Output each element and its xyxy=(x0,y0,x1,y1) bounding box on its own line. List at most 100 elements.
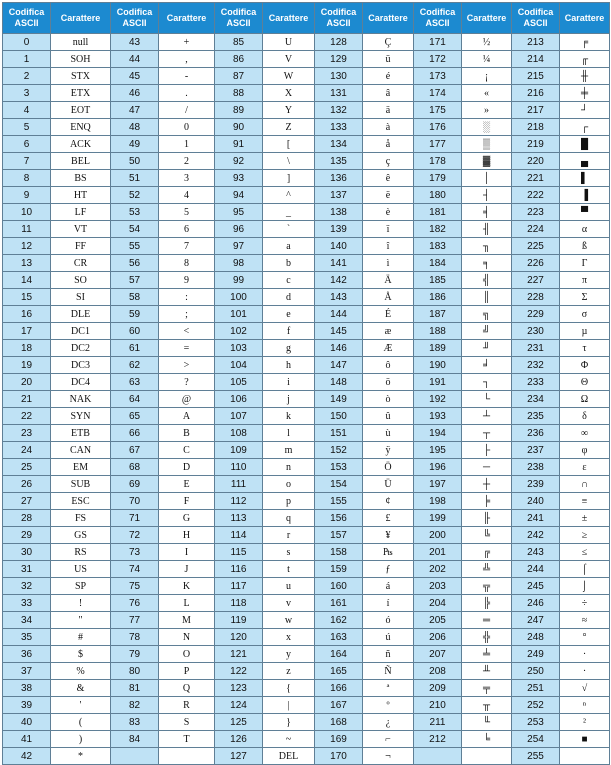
code-cell: 30 xyxy=(2,543,51,561)
code-cell: 208 xyxy=(413,662,462,680)
char-cell: Ç xyxy=(362,33,414,51)
char-cell: ⌠ xyxy=(559,560,610,578)
header-code-line1: Codifica xyxy=(8,7,45,17)
code-cell: 223 xyxy=(511,203,560,221)
code-cell: 234 xyxy=(511,390,560,408)
char-cell: ° xyxy=(559,628,610,646)
char-cell: ε xyxy=(559,458,610,476)
table-row: 8 BS 51 3 93] 136 ê 179 │ 221 ▌ xyxy=(2,169,610,187)
code-cell: 144 xyxy=(314,305,363,323)
code-cell: 134 xyxy=(314,135,363,153)
code-cell: 33 xyxy=(2,594,51,612)
code-cell: 80 xyxy=(110,662,159,680)
char-cell: █ xyxy=(559,135,610,153)
code-cell: 166 xyxy=(314,679,363,697)
char-cell: [ xyxy=(262,135,315,153)
code-cell: 173 xyxy=(413,67,462,85)
char-cell: : xyxy=(158,288,215,306)
char-cell: ─ xyxy=(461,458,512,476)
char-cell: ╨ xyxy=(461,662,512,680)
table-row: 38 & 81 Q 123{166 ª 209 ╤ 251 √ xyxy=(2,679,610,697)
code-cell: 157 xyxy=(314,526,363,544)
code-cell: 99 xyxy=(214,271,263,289)
code-cell xyxy=(413,747,462,765)
char-cell: £ xyxy=(362,509,414,527)
char-cell: ╝ xyxy=(461,322,512,340)
char-cell: Y xyxy=(262,101,315,119)
code-cell: 133 xyxy=(314,118,363,136)
char-cell: ╗ xyxy=(461,305,512,323)
char-cell: BS xyxy=(50,169,111,187)
code-cell: 38 xyxy=(2,679,51,697)
char-cell: ║ xyxy=(461,288,512,306)
char-cell: " xyxy=(50,611,111,629)
code-cell: 45 xyxy=(110,67,159,85)
header-char: Carattere xyxy=(461,2,512,34)
code-cell: 217 xyxy=(511,101,560,119)
code-cell: 238 xyxy=(511,458,560,476)
code-cell: 132 xyxy=(314,101,363,119)
char-cell: x xyxy=(262,628,315,646)
code-cell: 67 xyxy=(110,441,159,459)
header-code-line2: ASCII xyxy=(523,18,548,28)
code-cell: 36 xyxy=(2,645,51,663)
char-cell: é xyxy=(362,67,414,85)
char-cell: ß xyxy=(559,237,610,255)
code-cell: 32 xyxy=(2,577,51,595)
code-cell: 88 xyxy=(214,84,263,102)
char-cell: = xyxy=(158,339,215,357)
code-cell: 34 xyxy=(2,611,51,629)
char-cell: _ xyxy=(262,203,315,221)
char-cell: L xyxy=(158,594,215,612)
code-cell: 198 xyxy=(413,492,462,510)
table-row: 26 SUB 69 E 111 o 154 Ü 197 ┼ 239 ∩ xyxy=(2,475,610,493)
code-cell: 228 xyxy=(511,288,560,306)
char-cell: ╙ xyxy=(461,713,512,731)
table-row: 42 * 127 DEL 170 ¬ 255 xyxy=(2,747,610,765)
char-cell: O xyxy=(158,645,215,663)
char-cell: 4 xyxy=(158,186,215,204)
char-cell: Ö xyxy=(362,458,414,476)
code-cell: 16 xyxy=(2,305,51,323)
char-cell: j xyxy=(262,390,315,408)
char-cell: DEL xyxy=(262,747,315,765)
code-cell: 41 xyxy=(2,730,51,748)
char-cell: SI xyxy=(50,288,111,306)
table-row: 41) 84 T 126 ~169 ⌐ 212 ╘ 254 ■ xyxy=(2,730,610,748)
char-cell: ≥ xyxy=(559,526,610,544)
table-row: 15 SI 58:100 d 143 Å 186 ║ 228 Σ xyxy=(2,288,610,306)
code-cell: 126 xyxy=(214,730,263,748)
char-cell: √ xyxy=(559,679,610,697)
char-cell: S xyxy=(158,713,215,731)
code-cell: 227 xyxy=(511,271,560,289)
table-row: 31 US 74 J 116 t 159 ƒ 202 ╩ 244 ⌠ xyxy=(2,560,610,578)
char-cell: ╖ xyxy=(461,237,512,255)
code-cell: 72 xyxy=(110,526,159,544)
code-cell: 10 xyxy=(2,203,51,221)
char-cell: ⁿ xyxy=(559,696,610,714)
table-row: 25 EM 68 D 110 n 153 Ö 196 ─ 238 ε xyxy=(2,458,610,476)
code-cell: 107 xyxy=(214,407,263,425)
char-cell: ä xyxy=(362,101,414,119)
char-cell: æ xyxy=(362,322,414,340)
code-cell: 123 xyxy=(214,679,263,697)
table-row: 7 BEL 50 2 92 \ 135 ç 178 ▓ 220 ▄ xyxy=(2,152,610,170)
char-cell: d xyxy=(262,288,315,306)
code-cell: 112 xyxy=(214,492,263,510)
code-cell: 65 xyxy=(110,407,159,425)
code-cell: 110 xyxy=(214,458,263,476)
code-cell: 193 xyxy=(413,407,462,425)
code-cell: 40 xyxy=(2,713,51,731)
char-cell: ▀ xyxy=(559,203,610,221)
char-cell: ¥ xyxy=(362,526,414,544)
code-cell: 172 xyxy=(413,50,462,68)
table-row: 11 VT 54 6 96 ` 139 ï 182 ╢ 224 α xyxy=(2,220,610,238)
code-cell: 197 xyxy=(413,475,462,493)
code-cell: 184 xyxy=(413,254,462,272)
code-cell: 47 xyxy=(110,101,159,119)
code-cell: 2 xyxy=(2,67,51,85)
char-cell: ñ xyxy=(362,645,414,663)
code-cell: 235 xyxy=(511,407,560,425)
table-row: 39 ' 82 R 124 | 167 º 210 ╥ 252 ⁿ xyxy=(2,696,610,714)
